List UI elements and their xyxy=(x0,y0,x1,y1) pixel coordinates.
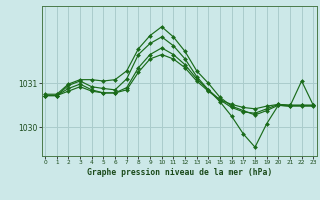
X-axis label: Graphe pression niveau de la mer (hPa): Graphe pression niveau de la mer (hPa) xyxy=(87,168,272,177)
